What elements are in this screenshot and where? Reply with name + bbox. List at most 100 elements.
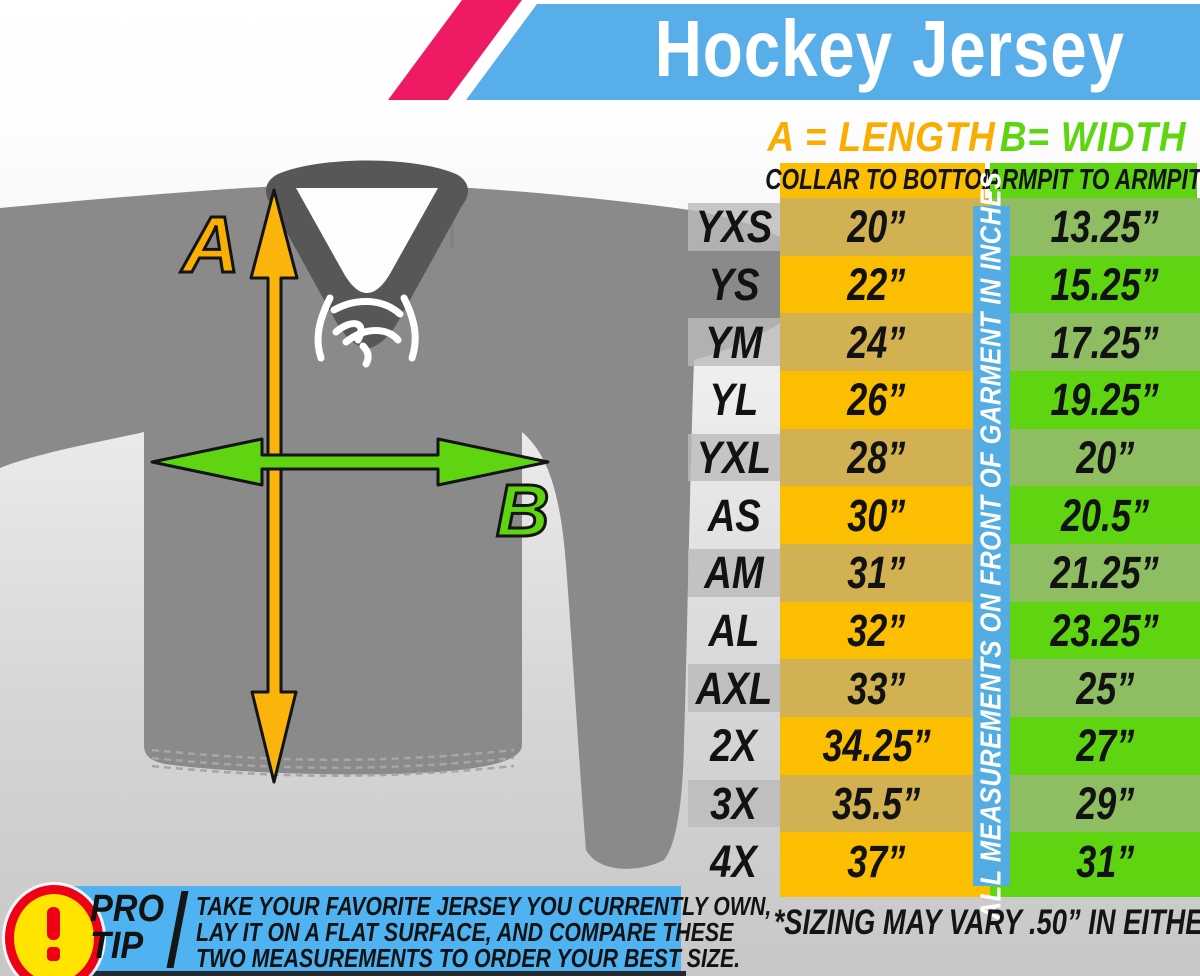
size-label: 4X: [710, 835, 758, 887]
length-arrow-label: A: [181, 199, 242, 291]
width-cell: [990, 717, 1200, 775]
length-cell: [780, 255, 990, 314]
length-value: 30”: [847, 489, 906, 541]
width-value: 25”: [1075, 662, 1135, 714]
table-row: AL 32” 23.25”: [0, 601, 1200, 660]
width-arrow-label: B: [494, 468, 550, 554]
measurement-note: ALL MEASUREMENTS ON FRONT OF GARMENT IN …: [975, 171, 1007, 921]
length-cell: [780, 198, 990, 256]
width-value: 19.25”: [1050, 374, 1160, 426]
size-label: YL: [709, 374, 759, 426]
size-label: AL: [708, 605, 760, 657]
length-subheader: COLLAR TO BOTTOM: [764, 163, 1001, 198]
size-label: AXL: [695, 662, 773, 714]
size-cell: YXL: [688, 432, 780, 484]
width-value: 31”: [1075, 835, 1135, 887]
width-value: 21.25”: [1050, 547, 1160, 599]
size-label: YXL: [696, 432, 772, 484]
length-cell: [780, 659, 990, 718]
length-cell: [780, 832, 990, 891]
length-cell: [780, 544, 990, 602]
length-value: 34.25”: [822, 720, 931, 772]
hem-stitching: [151, 748, 515, 777]
width-arrow: [150, 437, 550, 487]
size-cell: YS: [688, 261, 780, 309]
table-row: 4X 37” 31”: [0, 832, 1200, 891]
width-value: 23.25”: [1050, 605, 1160, 657]
size-cell: 2X: [688, 722, 780, 770]
size-cell: AL: [688, 607, 780, 655]
width-cell: [990, 544, 1200, 602]
size-table: YXS 20” 13.25” YS 22” 15.25” YM 24” 17.2…: [0, 198, 1200, 891]
table-row: YXS 20” 13.25”: [0, 198, 1200, 256]
table-row: 2X 34.25” 27”: [0, 717, 1200, 775]
width-value: 20”: [1075, 432, 1135, 484]
length-cell: [780, 717, 990, 775]
size-cell: AS: [688, 491, 780, 539]
table-row: AS 30” 20.5”: [0, 486, 1200, 545]
laces: [314, 294, 419, 368]
size-cell: YXS: [688, 203, 780, 251]
size-cell: 4X: [688, 837, 780, 885]
width-cell: [990, 313, 1200, 372]
length-cell: [780, 601, 990, 660]
sizing-disclaimer: *SIZING MAY VARY .50” IN EITHER DIRECTIO…: [773, 903, 1200, 942]
pro-tip-banner: [33, 886, 681, 971]
length-cell: [780, 774, 990, 833]
width-cell: [990, 371, 1200, 429]
size-label: AM: [704, 547, 764, 599]
width-subheader: ARMPIT TO ARMPIT: [985, 163, 1200, 198]
title-banner: [466, 4, 1200, 100]
width-value: 27”: [1075, 720, 1135, 772]
length-cell: [780, 313, 990, 372]
length-value: 33”: [847, 662, 906, 714]
width-value: 13.25”: [1050, 201, 1160, 253]
width-value: 20.5”: [1060, 489, 1150, 541]
length-cell: [780, 428, 990, 487]
width-cell: [990, 774, 1200, 833]
warning-icon: [5, 885, 103, 976]
width-value: 15.25”: [1050, 259, 1160, 310]
length-value: 31”: [847, 547, 906, 599]
width-column-header: B= WIDTH: [999, 113, 1187, 160]
length-arrow: [249, 188, 299, 784]
pro-tip-label: PRO TIP: [90, 888, 165, 967]
size-label: 3X: [710, 778, 758, 830]
page-title: Hockey Jersey: [654, 4, 1126, 93]
warning-exclamation-dot: [47, 947, 60, 961]
length-value: 26”: [847, 374, 906, 426]
width-cell: [990, 255, 1200, 314]
footer-shadow-strip: [28, 971, 686, 976]
length-value: 35.5”: [832, 778, 921, 830]
size-label: YM: [705, 316, 763, 368]
size-cell: AXL: [688, 662, 780, 714]
table-row: YXL 28” 20”: [0, 428, 1200, 487]
size-label: YS: [708, 259, 760, 310]
table-row: AM 31” 21.25”: [0, 544, 1200, 602]
measurement-note-strip: ALL MEASUREMENTS ON FRONT OF GARMENT IN …: [973, 172, 1010, 920]
width-cell: [990, 832, 1200, 891]
size-cell: AM: [688, 549, 780, 597]
length-cell: [780, 371, 990, 429]
length-value: 20”: [847, 201, 906, 253]
length-column-footer-strip: [780, 890, 990, 897]
size-label: 2X: [710, 720, 758, 772]
table-row: YL 26” 19.25”: [0, 371, 1200, 429]
collar-opening: [296, 188, 438, 293]
jersey-silhouette: [0, 183, 812, 869]
length-value: 22”: [847, 259, 906, 310]
length-column-header: A = LENGTH: [767, 113, 997, 160]
length-value: 37”: [847, 835, 906, 887]
length-value: 24”: [847, 316, 906, 368]
jersey-diagram: [0, 160, 812, 869]
size-cell: YM: [688, 316, 780, 368]
warning-exclamation-bar: [47, 907, 60, 940]
size-cell: 3X: [688, 778, 780, 830]
width-cell: [990, 198, 1200, 256]
width-cell: [990, 486, 1200, 545]
width-cell: [990, 428, 1200, 487]
size-label: YXS: [695, 201, 773, 253]
table-row: YM 24” 17.25”: [0, 313, 1200, 372]
length-cell: [780, 486, 990, 545]
